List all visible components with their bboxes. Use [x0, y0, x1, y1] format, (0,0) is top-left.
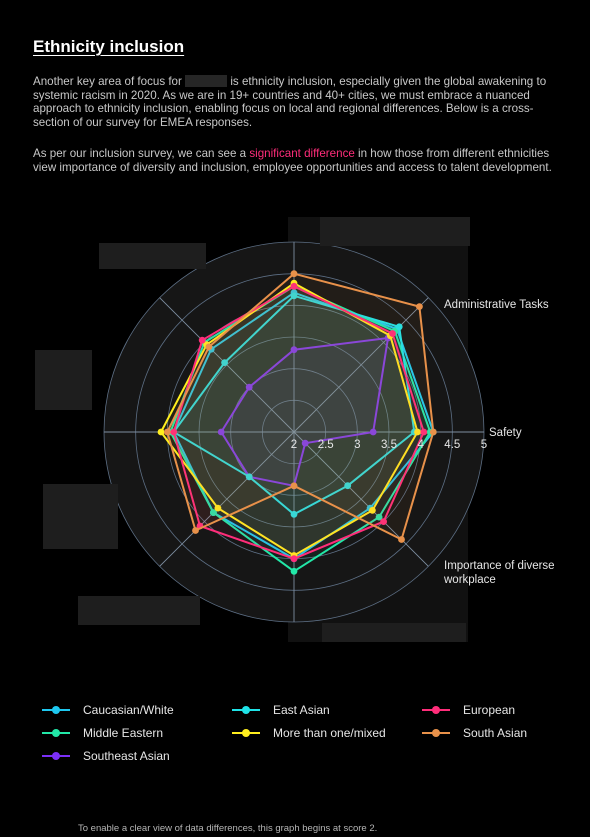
legend-swatch [232, 705, 260, 715]
legend-label: More than one/mixed [273, 726, 386, 740]
legend-swatch [422, 728, 450, 738]
page-title: Ethnicity inclusion [33, 37, 185, 56]
series-point [210, 509, 217, 516]
series-point [389, 330, 396, 337]
series-point [245, 383, 253, 391]
series-point [290, 510, 298, 518]
tick-label: 4 [417, 439, 424, 451]
series-point [192, 527, 199, 534]
series-point [290, 482, 298, 490]
legend-swatch [42, 705, 70, 715]
legend-item: Middle Eastern [42, 726, 163, 740]
legend-label: European [463, 703, 516, 717]
legend-item: East Asian [232, 703, 330, 717]
redacted-axis-labels [35, 217, 470, 642]
series-point [290, 292, 298, 300]
legend-swatch [42, 751, 70, 761]
radar-chart: 2 2.5 3 3.5 4 4.5 5 Safety Administrative Tasks… [35, 217, 555, 642]
series-point [369, 428, 377, 436]
survey-text-end: in how those from different ethnicities … [33, 147, 552, 174]
series-point [205, 343, 213, 351]
tick-label: 2 [291, 439, 297, 451]
legend-item: Southeast Asian [42, 749, 170, 763]
survey-paragraph: As per our inclusion survey, we can see … [33, 147, 558, 174]
legend-label: South Asian [463, 726, 528, 740]
grid-spoke [159, 431, 295, 567]
series-point [380, 518, 387, 525]
series-point [157, 428, 165, 436]
radar-tick-labels: 2 2.5 3 3.5 4 4.5 5 [291, 439, 487, 451]
series-point [414, 428, 421, 436]
intro-text-end: is ethnicity inclusion, especially given… [33, 75, 547, 129]
series-point [163, 428, 171, 436]
legend-swatch [232, 728, 260, 738]
series-point [170, 428, 178, 436]
series-point [429, 428, 437, 436]
redacted-axis-label [35, 350, 92, 410]
tick-label: 2.5 [318, 439, 334, 451]
axis-label: Safety [489, 427, 522, 439]
legend-item: More than one/mixed [232, 726, 386, 740]
tick-label: 3 [354, 439, 360, 451]
radar-axis-labels: Safety Administrative Tasks Importance of … [443, 299, 555, 586]
series-point [198, 336, 206, 344]
radar-series-group [157, 270, 437, 575]
series-point [416, 303, 423, 310]
series-point [245, 473, 253, 481]
series-point [290, 346, 298, 354]
tick-label: 4.5 [444, 439, 460, 451]
legend-label: Caucasian/White [83, 703, 174, 717]
series-point [420, 428, 428, 436]
highlight-text: significant difference [249, 147, 355, 160]
legend-swatch [42, 728, 70, 738]
intro-text-start: Another key area of focus for [33, 75, 182, 88]
axis-label: Importance of diverse [444, 560, 555, 572]
grid-spoke [293, 431, 429, 567]
series-point [290, 555, 298, 563]
series-point [290, 567, 298, 575]
series-point [221, 359, 229, 366]
redacted-axis-label [43, 484, 118, 549]
redacted-axis-label [320, 217, 470, 246]
legend-item: South Asian [422, 726, 527, 740]
tick-label: 3.5 [381, 439, 397, 451]
series-south-asian [163, 270, 437, 543]
legend-item: European [422, 703, 515, 717]
legend-label: Southeast Asian [83, 749, 170, 763]
intro-paragraph: Another key area of focus for is ethnici… [33, 75, 558, 129]
series-point [214, 504, 222, 512]
legend-swatch [422, 705, 450, 715]
redacted-company-name [185, 75, 228, 87]
redacted-axis-label [99, 243, 206, 269]
series-point [375, 513, 383, 521]
axis-label: workplace [443, 574, 496, 586]
series-point [395, 323, 403, 331]
grid-spoke [293, 297, 429, 433]
series-point [301, 439, 309, 447]
series-point [344, 482, 352, 490]
series-southeast-asian [217, 334, 392, 490]
legend-item: Caucasian/White [42, 703, 174, 717]
series-european [170, 282, 428, 563]
survey-text-start: As per our inclusion survey, we can see … [33, 147, 247, 160]
tick-label: 5 [481, 439, 487, 451]
redacted-axis-label [78, 596, 200, 625]
series-point [217, 428, 225, 436]
series-point [369, 507, 376, 514]
series-point [398, 536, 405, 543]
legend-label: East Asian [273, 703, 330, 717]
redacted-axis-label [322, 623, 466, 642]
series-point [290, 270, 298, 278]
axis-label: Administrative Tasks [444, 299, 549, 311]
series-point [290, 282, 298, 290]
legend-label: Middle Eastern [83, 726, 164, 740]
footnote: To enable a clear view of data differenc… [78, 823, 378, 834]
